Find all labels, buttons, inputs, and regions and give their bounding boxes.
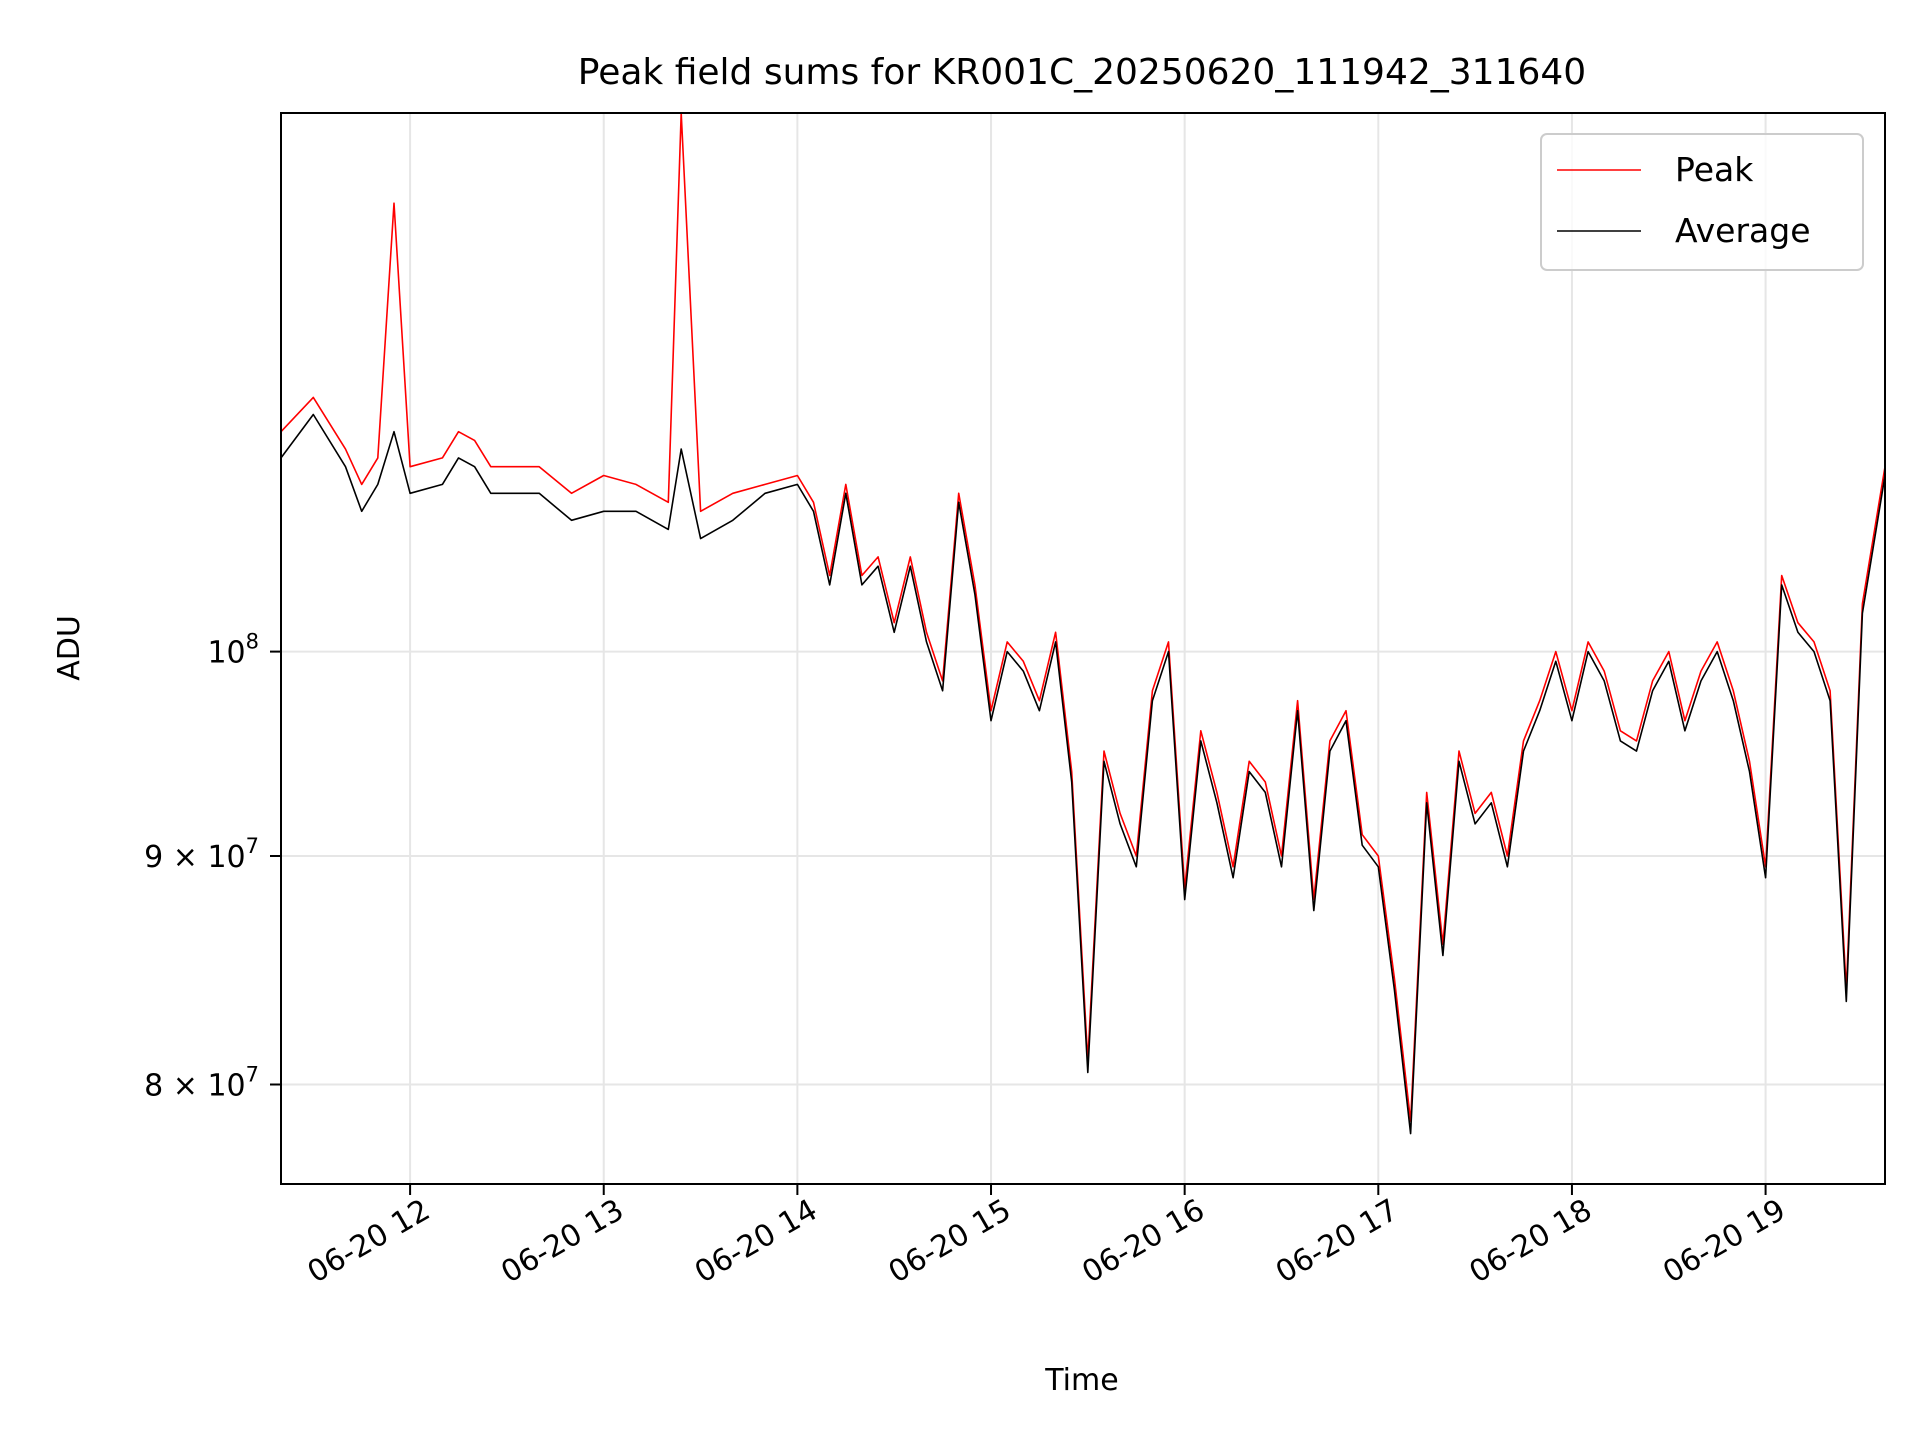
y-tick-label: 9 × 107 bbox=[144, 834, 259, 875]
average-series-line bbox=[280, 413, 1886, 1135]
y-tick-label: 8 × 107 bbox=[144, 1062, 259, 1103]
peak-series-line bbox=[280, 112, 1886, 1122]
series-lines bbox=[280, 112, 1886, 1135]
grid bbox=[281, 113, 1885, 1184]
legend-label-average: Average bbox=[1675, 211, 1811, 250]
y-tick-base: 10 bbox=[207, 1068, 245, 1103]
chart-title: Peak field sums for KR001C_20250620_1119… bbox=[578, 52, 1586, 93]
plot-frame bbox=[280, 112, 1886, 1185]
y-tick-exponent: 7 bbox=[246, 1062, 259, 1086]
y-tick-base: 10 bbox=[207, 840, 245, 875]
y-axis-title: ADU bbox=[52, 615, 87, 681]
y-tick-label: 108 bbox=[207, 630, 259, 671]
x-axis-title: Time bbox=[1044, 1363, 1118, 1398]
y-tick-exponent: 8 bbox=[246, 630, 259, 654]
y-tick-base: 10 bbox=[207, 636, 245, 671]
y-tick-exponent: 7 bbox=[246, 834, 259, 858]
legend: Peak Average bbox=[1540, 133, 1864, 271]
y-tick-mantissa: 9 × bbox=[144, 840, 207, 875]
legend-label-peak: Peak bbox=[1675, 150, 1754, 189]
y-tick-mantissa: 8 × bbox=[144, 1068, 207, 1103]
legend-box bbox=[1540, 133, 1864, 271]
